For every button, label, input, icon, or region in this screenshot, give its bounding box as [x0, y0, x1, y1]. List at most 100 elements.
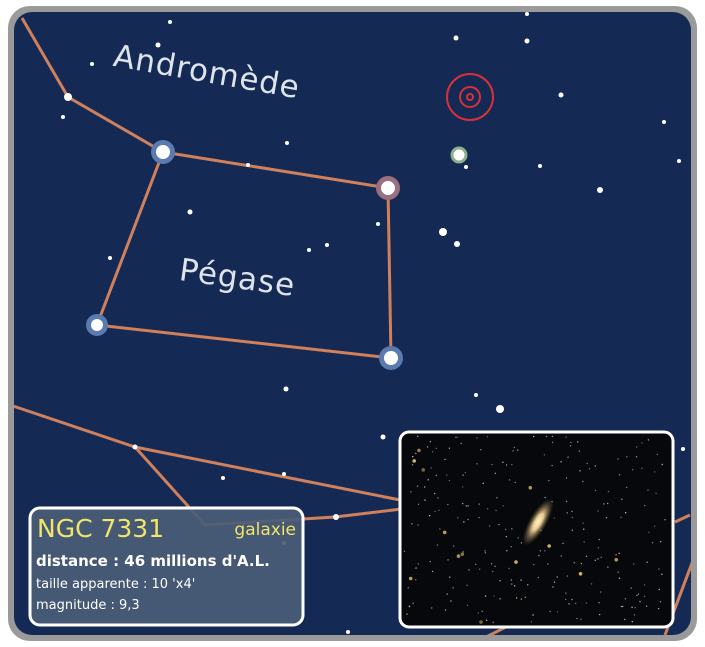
star [446, 474, 448, 476]
star [462, 502, 464, 505]
star [246, 163, 250, 167]
star [549, 610, 551, 613]
star [307, 248, 311, 252]
star [510, 546, 512, 548]
star [450, 600, 452, 602]
star [444, 458, 446, 461]
star [467, 518, 469, 521]
star [578, 571, 583, 576]
star [618, 577, 621, 579]
star [478, 516, 480, 519]
star [560, 555, 562, 557]
star [436, 544, 439, 546]
star [571, 529, 574, 531]
star [580, 618, 582, 621]
star [571, 510, 573, 513]
star [496, 497, 498, 499]
star [407, 587, 409, 589]
star [597, 510, 599, 512]
star [508, 567, 510, 570]
star [495, 509, 497, 512]
star [424, 499, 426, 501]
star [514, 481, 516, 484]
star [462, 474, 464, 476]
star [415, 567, 417, 569]
star [647, 439, 650, 441]
star [417, 503, 420, 506]
star [502, 461, 504, 464]
star [639, 600, 641, 603]
star [448, 479, 451, 482]
object-distance: distance : 46 millions d'A.L. [36, 552, 270, 570]
star [429, 560, 431, 563]
star [520, 542, 523, 544]
star [583, 541, 585, 543]
star [484, 595, 487, 597]
star [548, 480, 550, 482]
star [576, 617, 578, 620]
star [463, 521, 465, 523]
star [659, 601, 662, 603]
star [635, 456, 638, 458]
star [662, 120, 666, 124]
star [607, 566, 609, 568]
star [411, 464, 414, 466]
star [525, 12, 529, 16]
star [551, 464, 553, 467]
star [590, 583, 593, 585]
star [643, 584, 646, 586]
star [515, 597, 518, 599]
star [618, 474, 621, 476]
star [412, 459, 417, 463]
star [476, 463, 478, 465]
star [510, 579, 513, 581]
star [282, 472, 286, 476]
object-magnitude: magnitude : 9,3 [36, 598, 140, 613]
star [594, 465, 596, 467]
star [558, 92, 564, 98]
star [597, 547, 600, 549]
star [657, 608, 660, 610]
star [617, 458, 619, 460]
star [598, 538, 600, 541]
star [631, 606, 633, 608]
star [452, 587, 454, 589]
star [517, 537, 519, 539]
star [415, 452, 417, 455]
star [484, 550, 486, 552]
star [435, 474, 438, 476]
star [620, 516, 622, 518]
star [456, 436, 458, 438]
star [481, 610, 483, 612]
star [439, 228, 447, 236]
star [484, 552, 487, 554]
star [580, 562, 583, 565]
star [108, 256, 112, 260]
star [511, 464, 513, 466]
star [560, 461, 562, 463]
star [543, 454, 546, 456]
star [585, 555, 588, 558]
galaxy [522, 498, 554, 546]
star [537, 576, 539, 579]
star [647, 489, 649, 491]
star [496, 405, 504, 413]
star [617, 571, 619, 573]
star [403, 550, 406, 553]
star [486, 508, 489, 510]
photo-stars [403, 435, 666, 624]
star [435, 447, 438, 450]
star [527, 584, 529, 586]
star [431, 607, 433, 609]
star [658, 568, 660, 570]
star [641, 467, 643, 470]
star [681, 447, 685, 451]
star [588, 468, 591, 470]
star [530, 621, 533, 623]
star [460, 442, 462, 445]
star [431, 451, 434, 453]
star [406, 613, 408, 615]
star [325, 243, 329, 247]
star [606, 502, 609, 505]
star [567, 456, 569, 458]
